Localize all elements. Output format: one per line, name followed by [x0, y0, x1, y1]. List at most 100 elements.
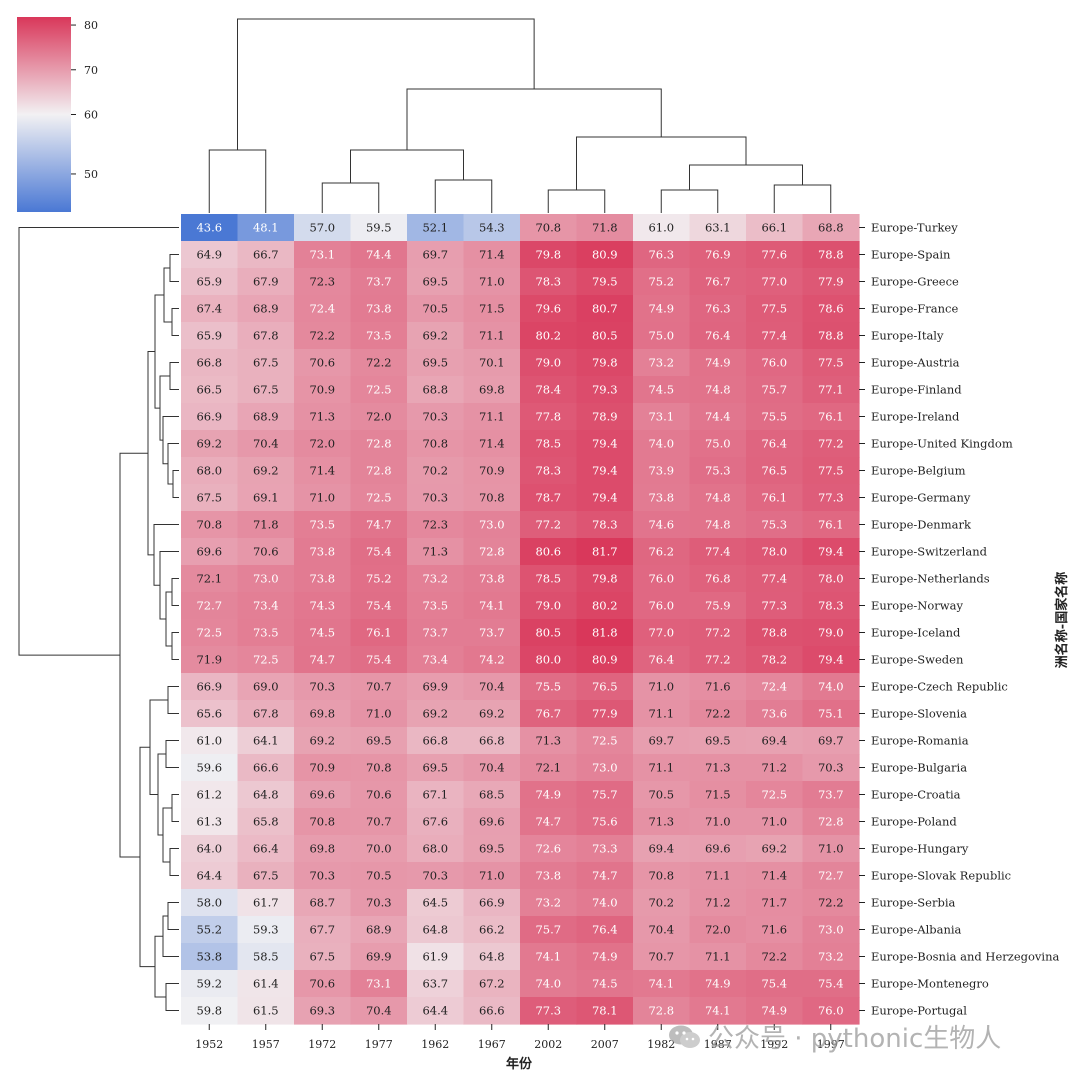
cell-value-label: 71.6: [705, 680, 731, 694]
heatmap-cell: [802, 835, 860, 863]
cell-value-label: 79.8: [592, 572, 618, 586]
cell-value-label: 66.7: [253, 248, 279, 262]
heatmap-cell: [294, 997, 352, 1025]
heatmap-cell: [802, 673, 860, 701]
cell-value-label: 77.6: [761, 248, 787, 262]
cell-value-label: 71.0: [366, 707, 392, 721]
cell-value-label: 72.0: [309, 437, 335, 451]
cell-value-label: 75.1: [818, 707, 844, 721]
heatmap-cell: [689, 457, 747, 485]
cell-value-label: 74.0: [818, 680, 844, 694]
cell-value-label: 69.5: [422, 356, 448, 370]
heatmap-cell: [294, 295, 352, 323]
heatmap-cell: [802, 943, 860, 971]
heatmap-cell: [689, 889, 747, 917]
column-label: 1982: [647, 1038, 675, 1051]
heatmap-cell: [633, 970, 691, 998]
cell-value-label: 67.2: [479, 977, 505, 991]
cell-value-label: 76.9: [705, 248, 731, 262]
cell-value-label: 78.7: [535, 491, 561, 505]
cell-value-label: 73.0: [253, 572, 279, 586]
heatmap-cell: [181, 268, 239, 296]
heatmap-cell: [181, 592, 239, 620]
heatmap-cell: [633, 862, 691, 890]
heatmap-cell: [463, 646, 521, 674]
cell-value-label: 75.7: [535, 923, 561, 937]
cell-value-label: 67.8: [253, 329, 279, 343]
heatmap-cell: [181, 295, 239, 323]
heatmap-cell: [294, 970, 352, 998]
cell-value-label: 74.4: [705, 410, 731, 424]
dendrogram-link: [165, 740, 179, 768]
column-label: 2002: [534, 1038, 562, 1051]
heatmap-cell: [633, 511, 691, 539]
heatmap-cell: [746, 808, 804, 836]
heatmap-cell: [350, 403, 408, 431]
heatmap-cell: [463, 781, 521, 809]
heatmap-cell: [237, 808, 295, 836]
cell-value-label: 69.6: [309, 788, 335, 802]
cell-value-label: 67.5: [309, 950, 335, 964]
cell-value-label: 71.8: [592, 221, 618, 235]
heatmap-cell: [350, 268, 408, 296]
cell-value-label: 66.6: [479, 1004, 505, 1018]
cell-value-label: 75.2: [366, 572, 392, 586]
heatmap-cell: [350, 916, 408, 944]
heatmap-cell: [633, 943, 691, 971]
cell-value-label: 74.9: [761, 1004, 787, 1018]
cell-value-label: 69.2: [422, 707, 448, 721]
cell-value-label: 71.1: [705, 869, 731, 883]
cell-value-label: 71.3: [309, 410, 335, 424]
cell-value-label: 75.4: [366, 599, 392, 613]
cell-value-label: 70.3: [422, 410, 448, 424]
heatmap-cell: [237, 997, 295, 1025]
heatmap-cell: [463, 754, 521, 782]
heatmap-cell: [576, 700, 634, 728]
heatmap-cell: [576, 673, 634, 701]
heatmap-cell: [181, 916, 239, 944]
cell-value-label: 73.0: [592, 761, 618, 775]
heatmap-cell: [802, 646, 860, 674]
cell-value-label: 73.5: [253, 626, 279, 640]
heatmap-cell: [294, 646, 352, 674]
cell-value-label: 64.9: [196, 248, 222, 262]
cell-value-label: 70.7: [366, 680, 392, 694]
heatmap-cell: [520, 376, 578, 404]
heatmap-cell: [463, 484, 521, 512]
cell-value-label: 74.8: [705, 518, 731, 532]
heatmap-cell: [181, 322, 239, 350]
cell-value-label: 81.8: [592, 626, 618, 640]
heatmap-cell: [463, 835, 521, 863]
cell-value-label: 76.8: [705, 572, 731, 586]
heatmap-cell: [576, 214, 634, 242]
cell-value-label: 71.7: [761, 896, 787, 910]
heatmap-cell: [520, 322, 578, 350]
column-label: 1957: [252, 1038, 280, 1051]
dendrogram-link: [171, 578, 179, 606]
heatmap-cell: [237, 943, 295, 971]
cell-value-label: 73.8: [309, 572, 335, 586]
heatmap-cell: [802, 997, 860, 1025]
heatmap-cell: [294, 268, 352, 296]
heatmap-cell: [350, 592, 408, 620]
heatmap-cell: [350, 295, 408, 323]
heatmap-cell: [633, 538, 691, 566]
heatmap-cell: [350, 565, 408, 593]
cell-value-label: 70.6: [309, 977, 335, 991]
cell-value-label: 74.9: [648, 302, 674, 316]
cell-value-label: 74.9: [705, 356, 731, 370]
cell-value-label: 72.6: [535, 842, 561, 856]
cell-value-label: 61.0: [196, 734, 222, 748]
heatmap-cell: [576, 295, 634, 323]
heatmap-cell: [576, 754, 634, 782]
heatmap-cell: [407, 592, 465, 620]
heatmap-cell: [633, 619, 691, 647]
cell-value-label: 79.6: [535, 302, 561, 316]
heatmap-cell: [689, 268, 747, 296]
heatmap-cell: [802, 808, 860, 836]
heatmap-cell: [746, 457, 804, 485]
heatmap-cell: [350, 754, 408, 782]
heatmap-cell: [407, 241, 465, 269]
heatmap-cell: [181, 403, 239, 431]
heatmap-cell: [689, 673, 747, 701]
